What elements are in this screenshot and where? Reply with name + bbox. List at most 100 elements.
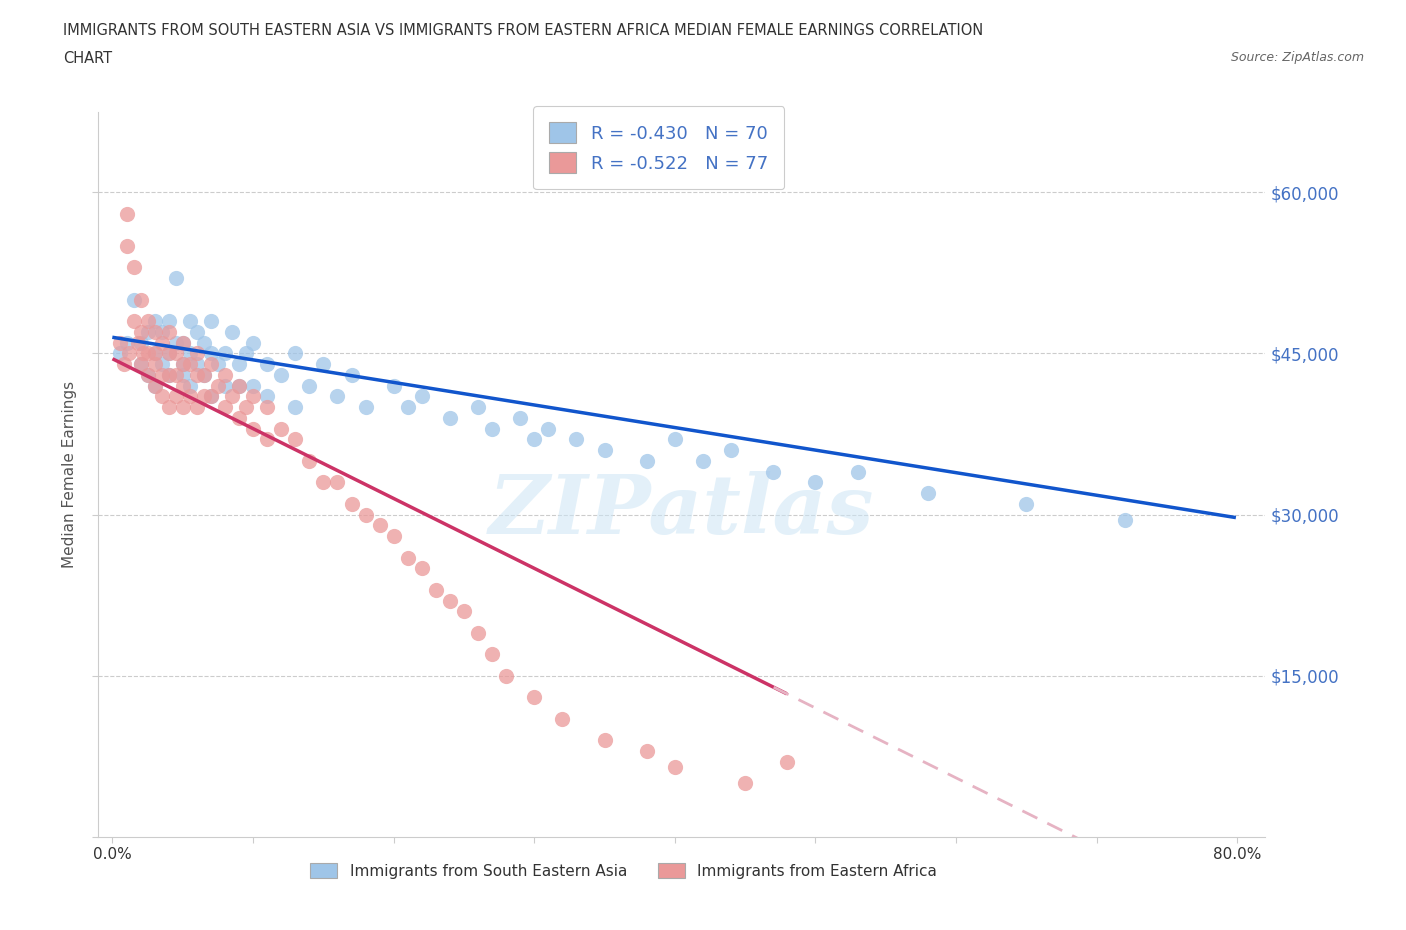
Point [762,464,785,479]
Point [481,647,503,662]
Point [425,582,447,597]
Point [179,313,201,328]
Point [242,335,264,350]
Point [150,325,173,339]
Point [214,379,236,393]
Point [664,760,686,775]
Point [165,271,187,286]
Point [122,260,145,275]
Point [165,389,187,404]
Point [207,357,229,372]
Point [1015,497,1038,512]
Point [270,367,292,382]
Point [157,313,180,328]
Point [495,669,517,684]
Point [172,357,194,372]
Legend: Immigrants from South Eastern Asia, Immigrants from Eastern Africa: Immigrants from South Eastern Asia, Immi… [298,851,949,891]
Point [186,400,208,415]
Point [354,507,377,522]
Point [312,357,335,372]
Point [214,367,236,382]
Point [165,335,187,350]
Point [132,346,155,361]
Point [636,744,658,759]
Point [193,367,215,382]
Point [108,346,131,361]
Point [157,346,180,361]
Point [150,389,173,404]
Point [108,335,131,350]
Point [157,400,180,415]
Point [228,357,250,372]
Point [242,421,264,436]
Point [340,497,363,512]
Point [411,561,433,576]
Y-axis label: Median Female Earnings: Median Female Earnings [62,380,77,568]
Point [157,367,180,382]
Point [565,432,588,446]
Point [179,357,201,372]
Point [143,346,166,361]
Point [396,400,419,415]
Point [776,754,799,769]
Point [136,346,159,361]
Point [179,389,201,404]
Point [186,367,208,382]
Point [284,346,307,361]
Point [150,357,173,372]
Point [523,690,546,705]
Point [720,443,742,458]
Point [179,379,201,393]
Point [200,389,222,404]
Point [118,346,141,361]
Point [207,379,229,393]
Point [235,400,257,415]
Point [551,711,574,726]
Point [221,325,243,339]
Point [664,432,686,446]
Point [235,346,257,361]
Point [382,379,405,393]
Point [129,292,152,307]
Point [368,518,391,533]
Point [467,625,489,640]
Text: Source: ZipAtlas.com: Source: ZipAtlas.com [1230,51,1364,64]
Point [136,367,159,382]
Point [509,410,531,425]
Point [157,367,180,382]
Point [143,357,166,372]
Point [396,551,419,565]
Point [228,379,250,393]
Point [186,346,208,361]
Text: CHART: CHART [63,51,112,66]
Point [129,357,152,372]
Point [354,400,377,415]
Point [284,432,307,446]
Point [136,325,159,339]
Point [228,379,250,393]
Point [439,593,461,608]
Point [256,357,278,372]
Point [193,335,215,350]
Point [143,325,166,339]
Point [411,389,433,404]
Text: IMMIGRANTS FROM SOUTH EASTERN ASIA VS IMMIGRANTS FROM EASTERN AFRICA MEDIAN FEMA: IMMIGRANTS FROM SOUTH EASTERN ASIA VS IM… [63,23,984,38]
Point [467,400,489,415]
Point [917,485,939,500]
Point [143,313,166,328]
Point [846,464,869,479]
Point [256,400,278,415]
Text: ZIPatlas: ZIPatlas [489,471,875,551]
Point [593,443,616,458]
Point [200,313,222,328]
Point [382,528,405,543]
Point [172,379,194,393]
Point [200,357,222,372]
Point [221,389,243,404]
Point [298,379,321,393]
Point [193,367,215,382]
Point [256,432,278,446]
Point [242,379,264,393]
Point [200,389,222,404]
Point [115,335,138,350]
